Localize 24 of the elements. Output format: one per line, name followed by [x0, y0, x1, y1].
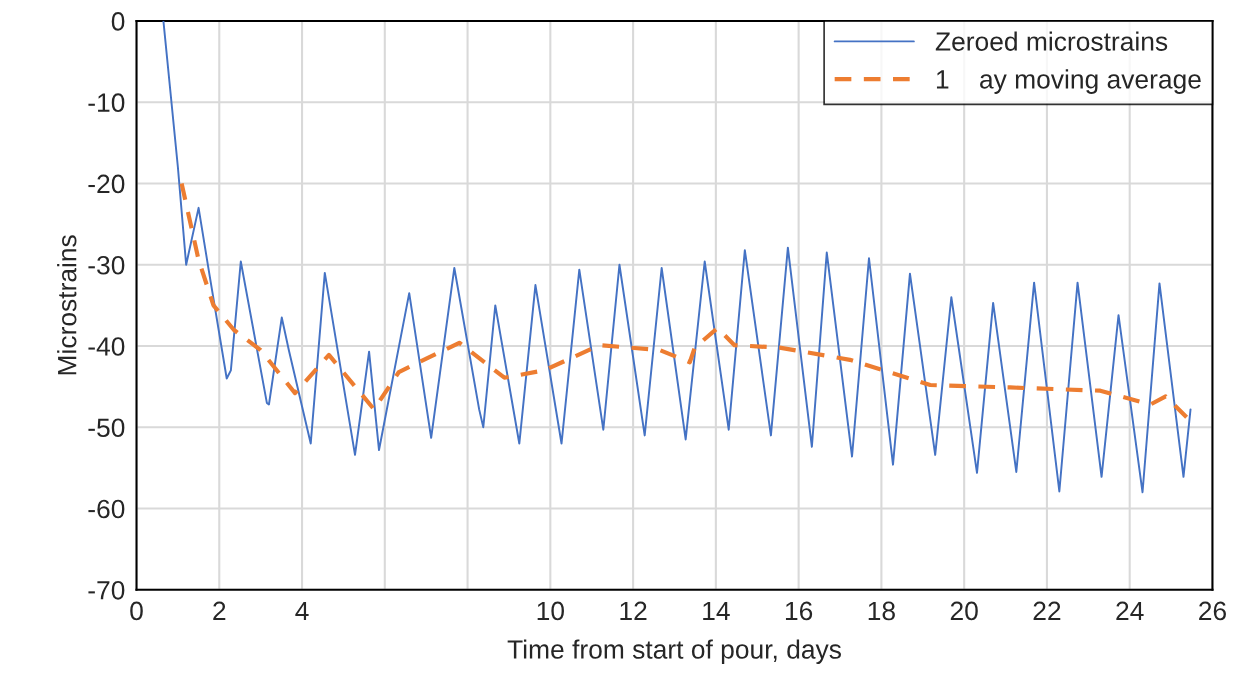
x-tick-label: 4	[295, 601, 309, 621]
y-tick-label: -70	[88, 580, 125, 600]
x-tick-label: 20	[950, 601, 978, 621]
x-tick-label: 16	[785, 601, 813, 621]
y-axis-title: Microstrains	[57, 235, 77, 375]
x-tick-label: 2	[213, 601, 226, 621]
x-tick-label: 26	[1199, 601, 1226, 621]
x-tick-label: 18	[868, 601, 895, 621]
y-tick-label: -20	[88, 174, 125, 194]
y-tick-label: -50	[88, 418, 125, 438]
y-tick-label: -60	[88, 499, 125, 519]
x-axis-title: Time from start of pour, days	[507, 639, 841, 665]
x-tick-label: 0	[130, 601, 143, 621]
x-tick-label: 14	[703, 601, 730, 621]
x-tick-label: 12	[620, 601, 647, 621]
y-tick-label: -40	[88, 337, 125, 356]
legend-label: 1 ay moving average	[936, 69, 1201, 94]
x-tick-label: 22	[1033, 601, 1061, 621]
y-tick-label: -10	[88, 93, 125, 113]
y-tick-label: -30	[88, 255, 125, 275]
x-tick-label: 24	[1116, 601, 1144, 621]
x-tick-label: 10	[537, 601, 564, 621]
y-tick-label: 0	[111, 12, 125, 31]
legend-label: Zeroed microstrains	[935, 31, 1168, 51]
